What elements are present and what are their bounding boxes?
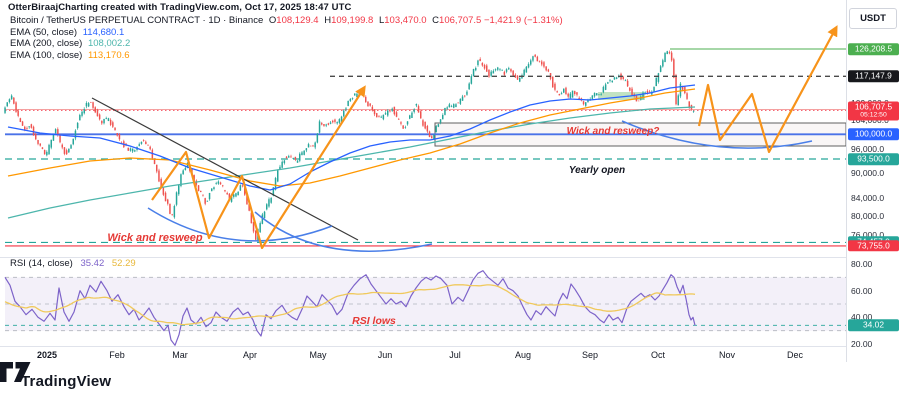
footer: TradingView — [0, 362, 900, 400]
candle-bodies-up — [4, 51, 695, 242]
annotation-text-2: Yearly open — [569, 165, 625, 176]
rsi-band — [5, 277, 846, 331]
tradingview-logo-icon[interactable] — [0, 362, 31, 383]
time-label-2025: 2025 — [36, 350, 58, 360]
ema50-value: 114,680.1 — [82, 26, 125, 38]
ohlc-close-key: C — [432, 15, 440, 26]
time-label-Oct: Oct — [650, 350, 666, 360]
time-label-Nov: Nov — [718, 350, 736, 360]
price-label-60.00: 60.00 — [851, 285, 873, 296]
indicator-row-rsi[interactable]: RSI (14, close) 35.42 52.29 — [10, 258, 141, 269]
time-label-Jul: Jul — [449, 350, 461, 360]
ohlc-change: −1,421.9 (−1.31%) — [483, 15, 563, 26]
price-badge-34.02: 34.02 — [848, 319, 899, 332]
price-label-76000.0: 76,000.0 — [851, 229, 885, 240]
ohlc-high-key: H — [324, 15, 332, 26]
symbol-title: Bitcoin / TetherUS PERPETUAL CONTRACT · … — [10, 15, 264, 26]
time-label-Dec: Dec — [786, 350, 804, 360]
ohlc-low-key: L — [378, 15, 385, 26]
price-label-80000.0: 80,000.0 — [851, 211, 885, 222]
annotation-text-0: Wick and resweep — [107, 232, 203, 244]
price-label-80.00: 80.00 — [851, 259, 873, 269]
price-axis[interactable]: USDT 126,208.5117,147.9109,000.0104,000.… — [846, 0, 900, 362]
tradingview-brand-text[interactable]: TradingView — [21, 372, 112, 390]
time-label-Jun: Jun — [377, 350, 393, 360]
price-label-40.00: 40.00 — [851, 312, 873, 323]
price-label-90000.0: 90,000.0 — [851, 168, 885, 178]
time-label-May: May — [309, 350, 327, 360]
time-label-Feb: Feb — [109, 350, 125, 360]
watermark: OtterBiraajCharting created with Trading… — [8, 2, 352, 13]
ema-line-0 — [7, 106, 696, 219]
ohlc-open-key: O — [268, 15, 277, 26]
currency-toggle-button[interactable]: USDT — [849, 8, 897, 29]
rsi-smooth-line — [4, 284, 696, 326]
time-label-Apr: Apr — [242, 350, 258, 360]
ohlc-high-value: 109,199.8 — [331, 15, 374, 26]
rsi-value-main: 35.42 — [80, 258, 105, 269]
ohlc-open-value: 108,129.4 — [276, 15, 319, 26]
indicator-row-ema200[interactable]: EMA (200, close) 108,002.2 — [10, 38, 563, 50]
chart-canvas[interactable]: Wick and resweep Wick and resweep? Yearly … — [0, 0, 846, 362]
time-label-Mar: Mar — [172, 350, 188, 360]
ema-line-1 — [7, 88, 696, 187]
drawing-box-1 — [598, 92, 645, 100]
arc-drawing-0 — [147, 207, 333, 242]
candle-wicks-up — [4, 50, 694, 243]
ohlc-close-value: 106,707.5 — [439, 15, 482, 26]
descending-trendline — [91, 97, 359, 241]
symbol-row[interactable]: Bitcoin / TetherUS PERPETUAL CONTRACT · … — [10, 15, 563, 27]
ema100-value: 113,170.6 — [87, 49, 130, 61]
price-badge-100000.0: 100,000.0 — [848, 128, 899, 141]
annotation-text-3: RSI lows — [352, 315, 396, 327]
price-label-96000.0: 96,000.0 — [851, 144, 885, 155]
countdown-timer: 05:12:50 — [860, 111, 887, 119]
time-label-Aug: Aug — [514, 350, 532, 360]
time-axis[interactable]: 2025 Feb Mar Apr May Jun Jul Aug Sep Oct Nov Dec — [0, 346, 846, 363]
arc-drawing-2 — [621, 120, 813, 149]
price-badge-73755.0: 73,755.0 — [848, 240, 899, 252]
ema200-value: 108,002.2 — [87, 38, 131, 49]
rsi-value-smooth: 52.29 — [111, 258, 136, 269]
ema50-label: EMA (50, close) — [10, 26, 78, 38]
time-label-Sep: Sep — [581, 350, 599, 360]
indicator-row-ema50[interactable]: EMA (50, close) 114,680.1 — [10, 27, 563, 39]
projection-arrow-1 — [697, 25, 838, 154]
rsi-label: RSI (14, close) — [10, 258, 73, 269]
indicator-row-ema100[interactable]: EMA (100, close) 113,170.6 — [10, 50, 563, 62]
ema200-label: EMA (200, close) — [10, 38, 83, 49]
price-label-84000.0: 84,000.0 — [851, 193, 885, 204]
price-badge-126208.5: 126,208.5 — [848, 43, 899, 55]
price-badge-93500.0: 93,500.0 — [848, 153, 899, 165]
price-badge-117147.9: 117,147.9 — [848, 70, 899, 83]
arc-drawing-1 — [254, 211, 433, 252]
legend: Bitcoin / TetherUS PERPETUAL CONTRACT · … — [10, 15, 563, 61]
ema100-label: EMA (100, close) — [10, 49, 83, 61]
ohlc-low-value: 103,470.0 — [384, 15, 427, 26]
projection-arrow-0 — [151, 85, 366, 250]
annotation-text-1: Wick and resweep? — [567, 126, 660, 137]
ema-line-2 — [7, 84, 696, 191]
price-label-20.00: 20.00 — [851, 339, 873, 349]
price-badge-106707.5: 106,707.5 05:12:50 — [848, 101, 899, 120]
